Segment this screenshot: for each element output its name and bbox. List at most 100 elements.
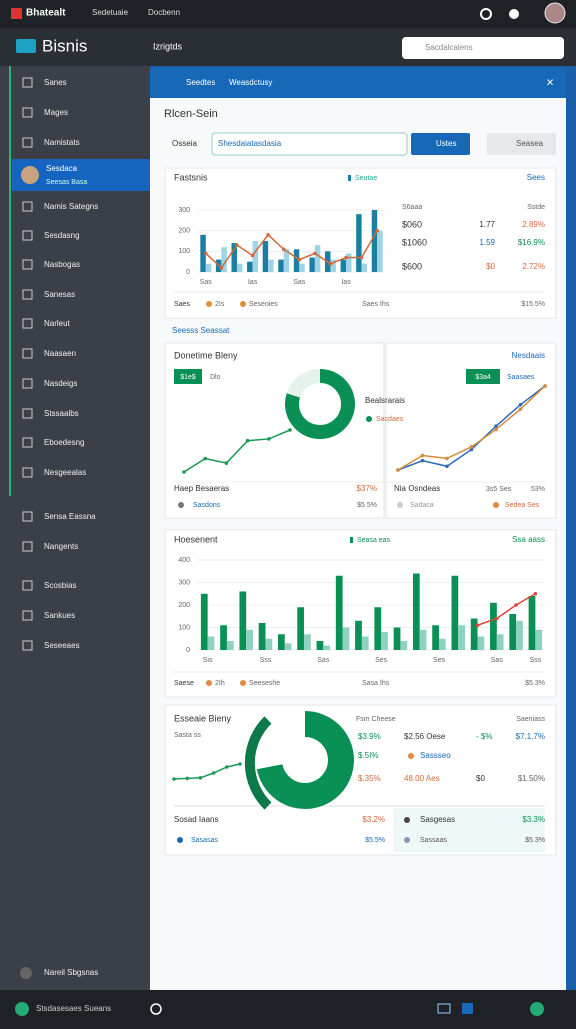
avatar [21, 166, 39, 184]
point [475, 623, 480, 628]
point [359, 255, 364, 260]
footer-text: Seseoies [249, 301, 278, 308]
bar [239, 591, 247, 650]
stat-value: 2.72% [522, 262, 545, 271]
card-link[interactable]: Sees [527, 173, 545, 182]
table-cell: $0 [476, 774, 485, 783]
nav-item[interactable]: Sanesas [44, 290, 75, 299]
nav-item[interactable]: Naasaen [44, 349, 76, 358]
card-link[interactable]: Nesdaais [512, 351, 545, 360]
nav-icon [22, 408, 33, 419]
footer-text: Sedea Ses [505, 502, 540, 509]
top-link[interactable]: Docbenn [148, 8, 180, 17]
avatar[interactable] [544, 2, 566, 24]
footer-text: Sosad Iaans [174, 815, 218, 824]
nav-icon [22, 77, 33, 88]
table-cell: $2.56 Oese [404, 732, 446, 741]
point [198, 776, 203, 780]
footer-text: $5.5% [357, 502, 377, 509]
nav-icon [22, 318, 33, 329]
x-tick-label: Sas [293, 279, 306, 286]
close-button[interactable]: × [546, 74, 554, 89]
table-cell: Sassseo [420, 751, 451, 760]
nav-item[interactable]: Eboedesng [44, 438, 84, 447]
donut-slice [285, 369, 355, 439]
point [518, 402, 523, 407]
nav-item[interactable]: Narleut [44, 319, 71, 328]
bar [246, 629, 253, 650]
footer-text: Sasgesas [420, 815, 455, 824]
top-link[interactable]: Sedetuaie [92, 8, 129, 17]
y-tick-label: 300 [178, 579, 190, 586]
filter-input[interactable] [211, 132, 408, 156]
point [514, 603, 518, 607]
card-title: Esseaie Bieny [174, 713, 232, 723]
legend-dot [408, 753, 414, 759]
badge-note: Saasaes [507, 374, 535, 381]
point [469, 445, 474, 449]
icon[interactable] [509, 9, 519, 19]
status-bar [0, 995, 576, 1024]
footer-text: $5.3% [525, 837, 545, 844]
nav-icon [22, 610, 33, 621]
tab[interactable]: Weasdctusy [229, 78, 272, 87]
nav-item[interactable]: Nasdeigs [44, 379, 77, 388]
table-cell: - $% [476, 732, 492, 741]
nav-item[interactable]: Namis Sategns [44, 202, 98, 211]
card-subtitle: Sasta ss [174, 732, 201, 739]
tray-icon[interactable] [530, 1002, 544, 1016]
nav-item[interactable]: Seseeaes [44, 641, 80, 650]
nav-item[interactable]: Sesdaca [46, 164, 78, 173]
button-label[interactable]: Seasea [516, 139, 544, 148]
footer-text: Sassaas [420, 837, 447, 844]
donut-slice [286, 369, 321, 398]
nav-item[interactable]: Sensa Eassna [44, 512, 96, 521]
bar [535, 629, 543, 650]
donut-slice [256, 711, 354, 809]
button-label[interactable]: Ustes [436, 139, 456, 148]
point [203, 251, 208, 256]
x-tick-label: Sas [491, 657, 504, 664]
legend-dot [404, 837, 410, 843]
card-link[interactable]: Ssa aass [512, 535, 545, 544]
nav-item[interactable]: Namistats [44, 138, 80, 147]
tab[interactable]: Seedtes [186, 78, 215, 87]
footer-text: Sadaca [410, 502, 434, 509]
point [533, 591, 538, 596]
nav-icon [22, 467, 33, 478]
legend-dot [397, 502, 403, 508]
chat-icon[interactable] [150, 1003, 162, 1015]
search-placeholder[interactable]: Sacdalcalens [425, 43, 473, 52]
menu[interactable]: Izrigtds [153, 41, 183, 51]
primary-button[interactable] [411, 133, 470, 155]
nav-item[interactable]: Scosbias [44, 581, 76, 590]
filter-value: Shesdaiatasdasia [218, 139, 282, 148]
nav-item[interactable]: Sesdasng [44, 231, 80, 240]
footer-text: 2Ih [215, 680, 225, 687]
footer-text: Seeseshe [249, 680, 280, 687]
footer-text: $15.5% [521, 301, 545, 308]
legend: Seutae [355, 175, 377, 182]
bar [284, 643, 292, 650]
x-tick-label: Sas [200, 279, 213, 286]
legend-swatch [348, 175, 351, 181]
secondary-button[interactable] [487, 133, 556, 155]
table-cell: $.35% [358, 774, 381, 783]
y-tick-label: 300 [178, 207, 190, 214]
nav-item[interactable]: Mages [44, 108, 68, 117]
legend-dot [240, 301, 246, 307]
nav-item[interactable]: Sankues [44, 611, 75, 620]
nav-icon [22, 289, 33, 300]
nav-item[interactable]: Stssaalbs [44, 409, 79, 418]
y-tick-label: 100 [178, 248, 190, 255]
tray-icon[interactable] [462, 1003, 473, 1014]
nav-item[interactable]: Nesgeealas [44, 468, 86, 477]
bar [236, 263, 243, 272]
bar [490, 602, 497, 650]
search-box[interactable] [402, 37, 564, 59]
nav-item[interactable]: Sanes [44, 78, 67, 87]
icon[interactable] [480, 8, 492, 20]
nav-item[interactable]: Nasbogas [44, 260, 80, 269]
nav-item[interactable]: Nangents [44, 542, 78, 551]
tray-icon[interactable] [437, 1003, 451, 1014]
